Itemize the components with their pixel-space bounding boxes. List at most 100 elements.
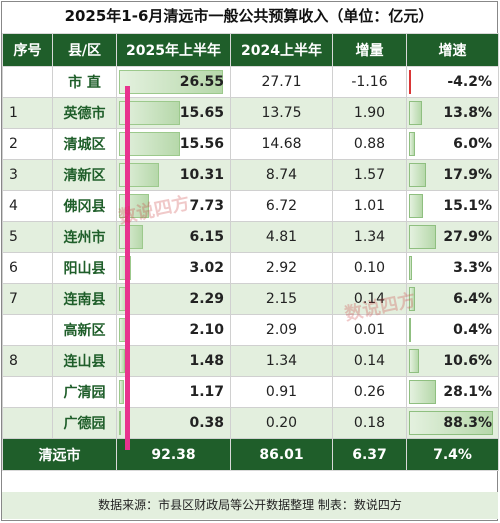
table-row: 7 连南县 2.29 2.15 0.14 6.4% [2, 283, 499, 315]
growth-cell: 6.4% [406, 283, 499, 315]
value-2025-bar [119, 70, 223, 94]
value-2024: 13.75 [230, 97, 333, 129]
increase-value: 0.14 [332, 345, 407, 377]
value-2025-cell: 2.10 [116, 314, 231, 346]
growth-label: 13.8% [443, 105, 492, 121]
value-2025-cell: 1.48 [116, 345, 231, 377]
value-2025-cell: 3.02 [116, 252, 231, 284]
total-2024: 86.01 [230, 438, 333, 471]
growth-bar [409, 287, 415, 311]
growth-bar [409, 70, 411, 94]
row-index: 7 [2, 283, 53, 315]
increase-value: 0.14 [332, 283, 407, 315]
value-2024: 8.74 [230, 159, 333, 191]
total-increase: 6.37 [332, 438, 407, 471]
row-index: 6 [2, 252, 53, 284]
value-2024: 6.72 [230, 190, 333, 222]
row-index [2, 66, 53, 98]
budget-table: 序号 县/区 2025年上半年 2024上半年 增量 增速 市 直 26.55 27… [2, 33, 499, 471]
growth-label: 17.9% [443, 167, 492, 183]
row-index: 3 [2, 159, 53, 191]
growth-cell: 15.1% [406, 190, 499, 222]
value-2025-bar [119, 225, 143, 249]
value-2025-cell: 15.56 [116, 128, 231, 160]
value-2025-cell: 0.38 [116, 407, 231, 439]
growth-cell: 17.9% [406, 159, 499, 191]
table-row: 6 阳山县 3.02 2.92 0.10 3.3% [2, 252, 499, 284]
header-row: 序号 县/区 2025年上半年 2024上半年 增量 增速 [2, 33, 499, 67]
increase-value: 0.26 [332, 376, 407, 408]
row-index [2, 407, 53, 439]
chart-title: 2025年1-6月清远市一般公共预算收入（单位：亿元） [64, 7, 434, 25]
value-2025-cell: 10.31 [116, 159, 231, 191]
region-name: 阳山县 [52, 252, 117, 284]
increase-value: 1.57 [332, 159, 407, 191]
growth-cell: 13.8% [406, 97, 499, 129]
col-header-increase: 增量 [332, 33, 407, 67]
table-row: 5 连州市 6.15 4.81 1.34 27.9% [2, 221, 499, 253]
growth-label: 6.0% [453, 136, 492, 152]
region-name: 佛冈县 [52, 190, 117, 222]
row-index: 4 [2, 190, 53, 222]
growth-cell: -4.2% [406, 66, 499, 98]
growth-label: 27.9% [443, 229, 492, 245]
region-name: 广清园 [52, 376, 117, 408]
growth-cell: 10.6% [406, 345, 499, 377]
value-2025-label: 26.55 [179, 74, 224, 90]
table-row: 3 清新区 10.31 8.74 1.57 17.9% [2, 159, 499, 191]
total-label: 清远市 [2, 438, 117, 471]
table-row: 广清园 1.17 0.91 0.26 28.1% [2, 376, 499, 408]
increase-value: 1.90 [332, 97, 407, 129]
region-name: 清城区 [52, 128, 117, 160]
row-index [2, 376, 53, 408]
growth-label: -4.2% [447, 74, 492, 90]
table-row: 2 清城区 15.56 14.68 0.88 6.0% [2, 128, 499, 160]
value-2025-label: 1.48 [189, 353, 224, 369]
value-2025-cell: 26.55 [116, 66, 231, 98]
row-index [2, 314, 53, 346]
source-note: 数据来源：市县区财政局等公开数据整理 制表：数说四方 [2, 492, 498, 519]
value-2024: 0.20 [230, 407, 333, 439]
growth-cell: 6.0% [406, 128, 499, 160]
region-name: 英德市 [52, 97, 117, 129]
growth-bar [409, 256, 412, 280]
growth-label: 0.4% [453, 322, 492, 338]
value-2025-label: 15.65 [179, 105, 224, 121]
increase-value: 1.34 [332, 221, 407, 253]
growth-cell: 3.3% [406, 252, 499, 284]
value-2025-bar [119, 349, 125, 373]
value-2025-bar [119, 411, 121, 435]
region-name: 连山县 [52, 345, 117, 377]
value-2025-label: 15.56 [179, 136, 224, 152]
value-2025-label: 2.29 [189, 291, 224, 307]
total-growth: 7.4% [406, 438, 499, 471]
growth-cell: 27.9% [406, 221, 499, 253]
value-2025-cell: 1.17 [116, 376, 231, 408]
total-2025: 92.38 [116, 438, 231, 471]
growth-label: 6.4% [453, 291, 492, 307]
table-row: 市 直 26.55 27.71 -1.16 -4.2% [2, 66, 499, 98]
value-2025-cell: 15.65 [116, 97, 231, 129]
growth-cell: 0.4% [406, 314, 499, 346]
growth-bar [409, 349, 419, 373]
growth-bar [409, 194, 423, 218]
region-name: 连州市 [52, 221, 117, 253]
growth-cell: 28.1% [406, 376, 499, 408]
value-2025-label: 1.17 [189, 384, 224, 400]
increase-value: 0.10 [332, 252, 407, 284]
region-name: 清新区 [52, 159, 117, 191]
row-index: 8 [2, 345, 53, 377]
increase-value: 1.01 [332, 190, 407, 222]
total-row: 清远市 92.38 86.01 6.37 7.4% [2, 438, 499, 471]
value-2024: 1.34 [230, 345, 333, 377]
value-2025-label: 10.31 [179, 167, 224, 183]
region-name: 市 直 [52, 66, 117, 98]
growth-bar [409, 101, 422, 125]
value-2024: 2.15 [230, 283, 333, 315]
region-name: 广德园 [52, 407, 117, 439]
value-2024: 27.71 [230, 66, 333, 98]
value-2024: 2.09 [230, 314, 333, 346]
col-header-2025: 2025年上半年 [116, 33, 231, 67]
value-2025-label: 2.10 [189, 322, 224, 338]
increase-value: -1.16 [332, 66, 407, 98]
